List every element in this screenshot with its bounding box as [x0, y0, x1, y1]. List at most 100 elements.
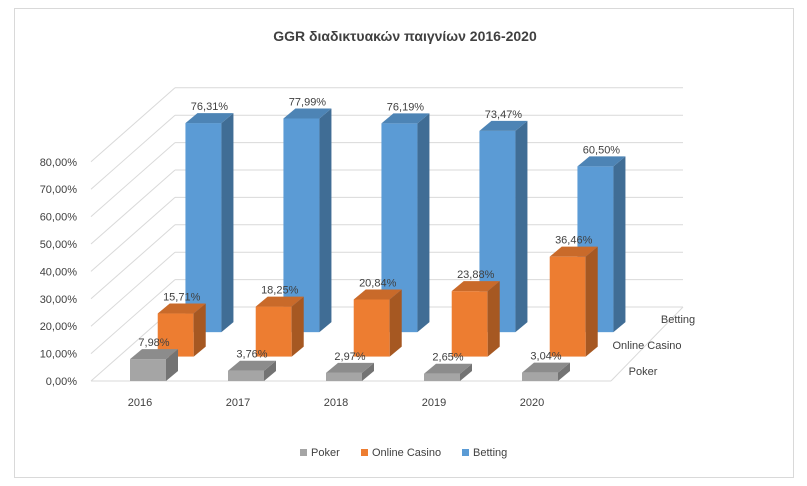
legend-swatch [462, 449, 469, 456]
y-tick-label: 0,00% [46, 376, 77, 388]
data-label: 15,71% [163, 292, 201, 304]
legend-label: Online Casino [372, 447, 441, 459]
bar-side [585, 246, 598, 357]
bar-online-casino [353, 289, 402, 357]
bar-side [319, 108, 332, 333]
bar-top [577, 156, 626, 167]
gridline [90, 169, 176, 245]
bar-top [451, 281, 500, 292]
gridline [90, 87, 176, 163]
data-label: 3,04% [530, 351, 561, 363]
y-tick-label: 70,00% [40, 184, 78, 196]
gridline [90, 142, 176, 217]
data-label: 77,99% [289, 96, 327, 108]
bar-side [613, 156, 626, 333]
legend-swatch [361, 449, 368, 456]
gridline [610, 306, 684, 382]
data-label: 60,50% [583, 144, 621, 156]
bar-poker [130, 349, 178, 381]
legend-label: Poker [311, 447, 340, 459]
bar-front [522, 372, 558, 381]
bar-betting [283, 108, 332, 333]
bar-front [130, 359, 166, 381]
bar-top [326, 362, 374, 373]
data-label: 18,25% [261, 285, 299, 297]
bar-side [362, 362, 374, 381]
data-label: 20,84% [359, 277, 397, 289]
bar-front [451, 291, 488, 357]
depth-axis: Poker Online Casino Betting [612, 314, 695, 378]
x-tick-label: 2018 [324, 397, 348, 409]
bar-top [255, 296, 304, 307]
data-label: 23,88% [457, 269, 495, 281]
x-tick-label: 2016 [128, 397, 152, 409]
bar-front [326, 372, 362, 381]
data-label: 3,76% [236, 349, 267, 361]
depth-label: Online Casino [612, 340, 681, 352]
chart-canvas: GGR διαδικτυακών παιγνίων 2016-2020 0,00… [40, 28, 695, 459]
y-tick-label: 60,00% [40, 212, 78, 224]
bar-online-casino [549, 246, 598, 357]
bar-side [515, 120, 528, 333]
legend: Poker Online Casino Betting [300, 447, 507, 459]
bar-online-casino [255, 296, 304, 357]
bar-side [221, 113, 234, 333]
bar-side [417, 113, 430, 333]
bar-top [522, 362, 570, 373]
y-tick-label: 80,00% [40, 157, 78, 169]
bar-side [558, 362, 570, 381]
bar-side [389, 289, 402, 357]
bar-front [255, 306, 292, 357]
bar-front [228, 370, 264, 381]
gridline [90, 224, 176, 300]
gridline [90, 251, 176, 327]
bar-top [549, 246, 598, 257]
y-axis: 0,00% 10,00% 20,00% 30,00% 40,00% 50,00% 60,00… [40, 157, 78, 388]
bar-top [228, 360, 276, 371]
data-label: 76,31% [191, 101, 229, 113]
bars: 76,31% 77,99% 76,19% 73,47% 60,50% 15,71% 18,2… [130, 96, 626, 381]
bar-top [424, 363, 472, 374]
x-tick-label: 2019 [422, 397, 446, 409]
bar-side [166, 349, 178, 381]
bar-poker [228, 360, 276, 381]
bar-top [479, 120, 528, 131]
bar-front [549, 256, 586, 357]
gridline [90, 279, 176, 354]
gridline [90, 197, 176, 272]
y-tick-label: 30,00% [40, 294, 78, 306]
bar-top [130, 349, 178, 360]
bar-front [185, 123, 222, 333]
bar-top [283, 108, 332, 119]
legend-label: Betting [473, 447, 507, 459]
bar-front [283, 118, 320, 333]
bar-poker [424, 363, 472, 381]
depth-label: Betting [661, 314, 695, 326]
data-label: 36,46% [555, 235, 593, 247]
chart-frame: GGR διαδικτυακών παιγνίων 2016-2020 0,00… [14, 8, 794, 478]
bar-online-casino [451, 281, 500, 357]
bar-front [424, 373, 460, 381]
depth-label: Poker [629, 366, 658, 378]
y-tick-label: 40,00% [40, 266, 78, 278]
bar-poker [522, 362, 570, 381]
x-axis: 2016 2017 2018 2019 2020 [128, 397, 544, 409]
gridline [90, 114, 176, 190]
x-tick-label: 2017 [226, 397, 250, 409]
chart-title: GGR διαδικτυακών παιγνίων 2016-2020 [273, 28, 537, 44]
bar-side [291, 296, 304, 357]
bar-top [185, 113, 234, 124]
y-tick-label: 20,00% [40, 321, 78, 333]
bar-poker [326, 362, 374, 381]
y-tick-label: 10,00% [40, 349, 78, 361]
bar-front [353, 299, 390, 357]
data-label: 7,98% [138, 337, 169, 349]
data-label: 2,65% [432, 352, 463, 364]
legend-swatch [300, 449, 307, 456]
x-tick-label: 2020 [520, 397, 544, 409]
bar-side [487, 281, 500, 357]
bar-side [460, 363, 472, 381]
bar-side [264, 360, 276, 381]
bar-betting [185, 113, 234, 333]
bar-top [381, 113, 430, 124]
